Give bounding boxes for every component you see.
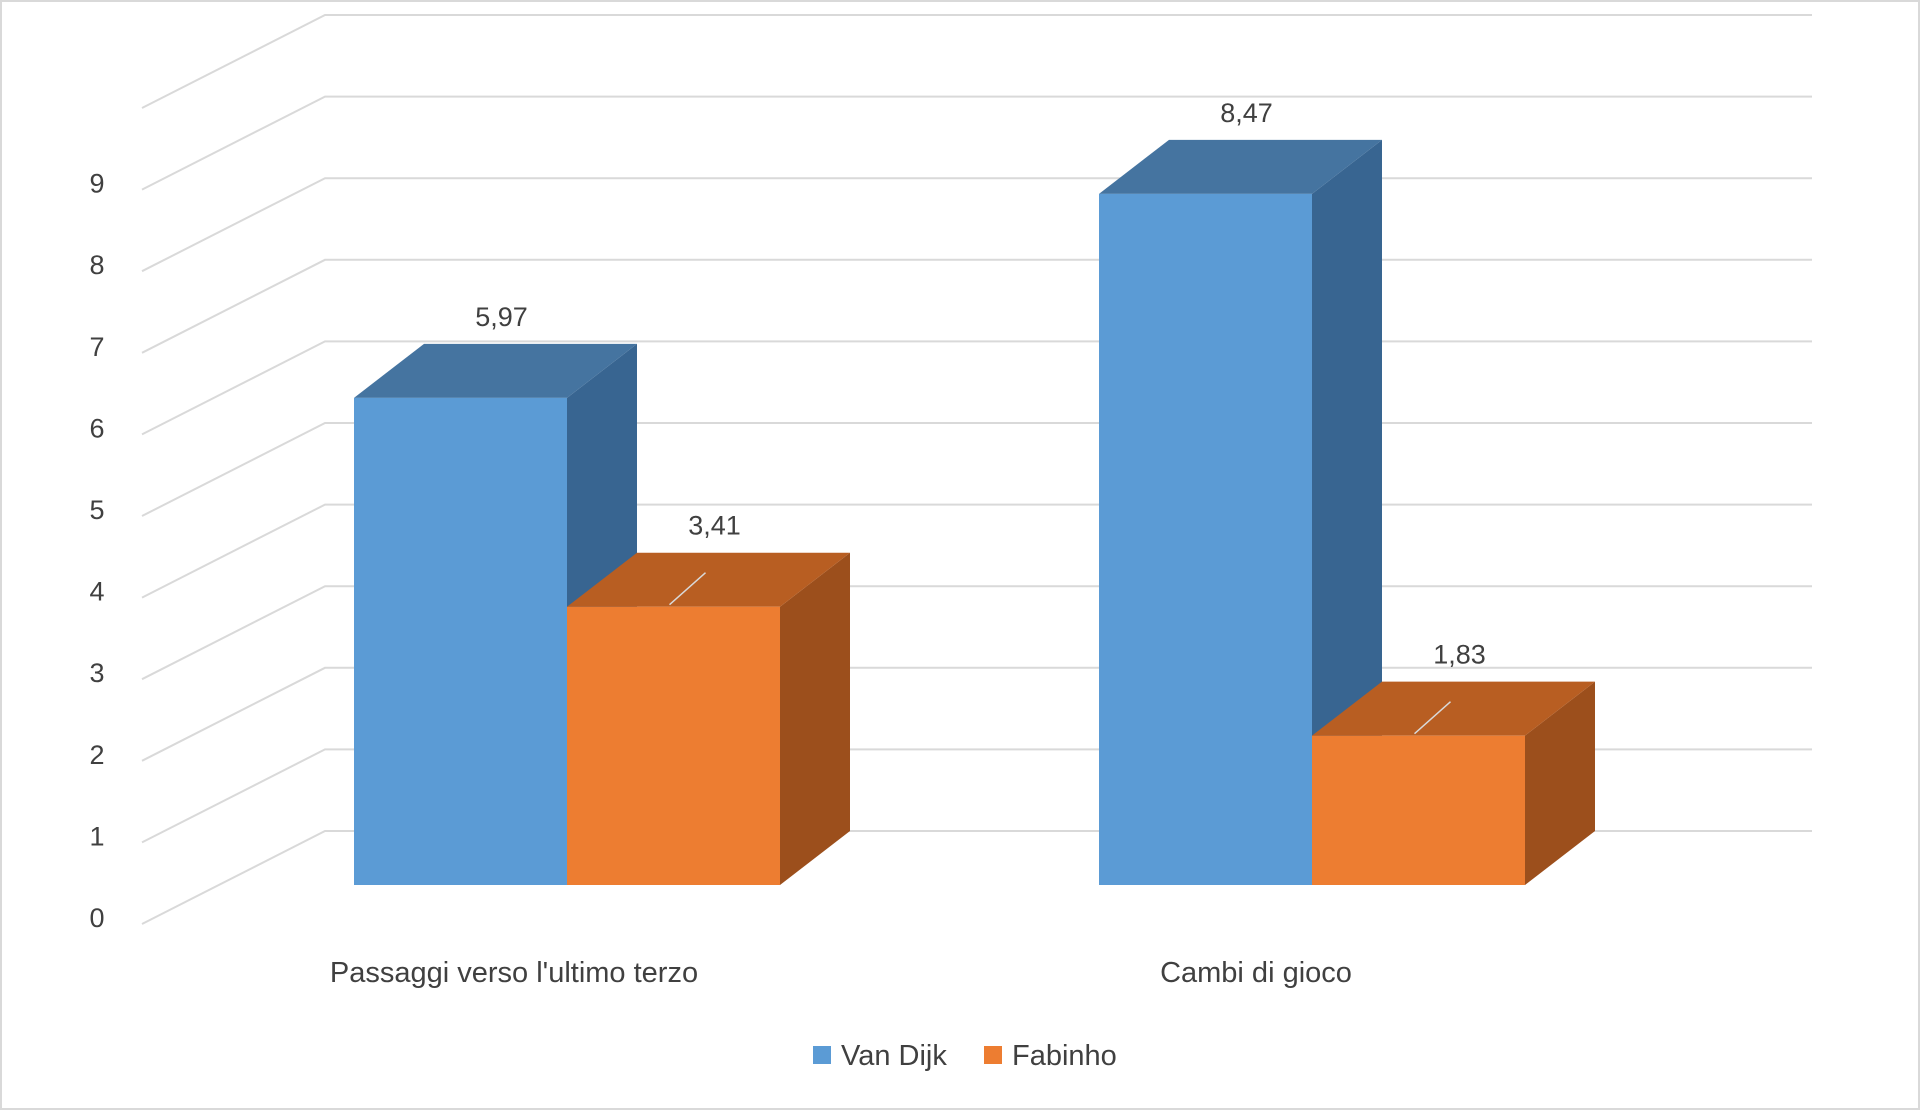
gridline [141, 95, 1812, 191]
category-labels: Passaggi verso l'ultimo terzo Cambi di gi… [330, 957, 1352, 989]
bar-front [1312, 735, 1525, 885]
legend-swatch [984, 1046, 1002, 1064]
bar-top [567, 552, 850, 607]
bar-front [354, 397, 567, 885]
y-tick-label: 6 [89, 413, 104, 443]
data-label: 5,97 [475, 302, 528, 332]
data-labels: 5,97 3,41 8,47 1,83 [475, 98, 1486, 735]
leader-line [669, 572, 706, 606]
bars [354, 139, 1595, 885]
bar-top [1312, 681, 1595, 736]
gridlines [141, 14, 1812, 925]
y-tick-label: 3 [89, 658, 104, 688]
y-tick-label: 5 [89, 495, 104, 525]
bar-front [567, 606, 780, 885]
y-axis-ticks: 0 1 2 3 4 5 6 7 8 9 [89, 169, 104, 933]
gridline [141, 177, 1812, 273]
bar-side [780, 552, 850, 885]
gridline [141, 258, 1812, 354]
y-tick-label: 9 [89, 169, 104, 199]
bar [1099, 139, 1382, 885]
bar-front [1099, 193, 1312, 885]
y-tick-label: 4 [89, 577, 104, 607]
data-label: 3,41 [688, 511, 741, 541]
y-tick-label: 1 [89, 821, 104, 851]
bar-side [1525, 681, 1595, 885]
leader-line [1414, 701, 1451, 735]
data-label: 8,47 [1220, 98, 1273, 128]
bar-top [354, 343, 637, 398]
data-label: 1,83 [1433, 640, 1486, 670]
gridline [141, 14, 1812, 109]
legend: Van Dijk Fabinho [813, 1040, 1117, 1072]
legend-label: Van Dijk [841, 1040, 947, 1072]
y-tick-label: 7 [89, 332, 104, 362]
y-tick-label: 2 [89, 740, 104, 770]
bar-top [1099, 139, 1382, 194]
legend-swatch [813, 1046, 831, 1064]
legend-label: Fabinho [1012, 1040, 1117, 1072]
category-label: Cambi di gioco [1160, 957, 1352, 989]
category-label: Passaggi verso l'ultimo terzo [330, 957, 698, 989]
bar [1312, 681, 1595, 885]
y-tick-label: 8 [89, 250, 104, 280]
y-tick-label: 0 [89, 903, 104, 933]
bar [567, 552, 850, 885]
